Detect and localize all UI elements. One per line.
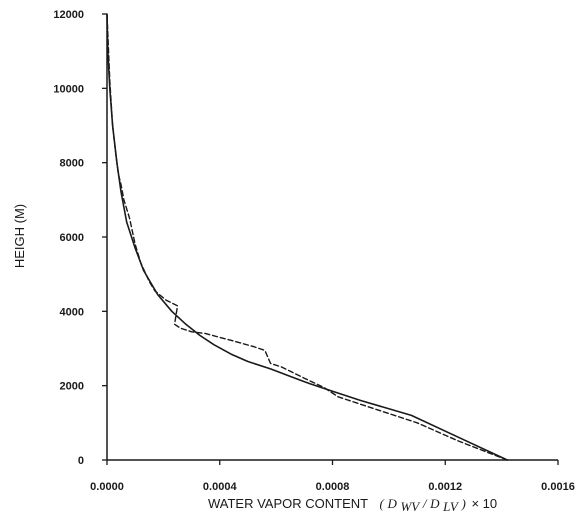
y-axis-ticks: 0 2000 4000 6000 8000 10000 12000 bbox=[53, 9, 107, 467]
y-tick-label: 6000 bbox=[60, 232, 84, 244]
x-axis-formula-factor: × 10 bbox=[471, 496, 497, 511]
x-axis-formula-num: D bbox=[386, 496, 397, 511]
x-tick-label: 0.0012 bbox=[428, 481, 462, 493]
y-tick-label: 10000 bbox=[53, 83, 84, 95]
x-tick-label: 0.0000 bbox=[90, 481, 124, 493]
series-line-dashed bbox=[106, 13, 508, 461]
y-axis-title: HEIGH (M) bbox=[12, 204, 27, 268]
x-tick-label: 0.0016 bbox=[541, 481, 575, 493]
x-axis-formula-close: ) bbox=[460, 496, 465, 511]
x-axis-title-text: WATER VAPOR CONTENT bbox=[208, 496, 368, 511]
y-tick-label: 0 bbox=[78, 455, 84, 467]
plot-area: 0.0000 0.0004 0.0008 0.0012 0.0016 0 2000 4000… bbox=[53, 9, 574, 493]
x-axis-ticks: 0.0000 0.0004 0.0008 0.0012 0.0016 bbox=[90, 460, 575, 493]
x-axis-formula-slash: / bbox=[422, 496, 428, 511]
series-line-solid bbox=[106, 13, 509, 461]
x-tick-label: 0.0004 bbox=[203, 481, 238, 493]
x-axis-formula-den: D bbox=[429, 496, 440, 511]
series-lines bbox=[106, 13, 509, 461]
x-axis-formula-open: ( bbox=[379, 496, 384, 511]
x-axis-title: WATER VAPOR CONTENT ( D WV / D LV ) × 10 bbox=[208, 496, 497, 514]
x-axis-formula-den-sub: LV bbox=[442, 499, 460, 514]
y-tick-label: 2000 bbox=[60, 381, 84, 393]
y-tick-label: 8000 bbox=[60, 158, 84, 170]
x-tick-label: 0.0008 bbox=[316, 481, 350, 493]
y-tick-label: 4000 bbox=[60, 306, 84, 318]
y-tick-label: 12000 bbox=[53, 9, 84, 21]
x-axis-formula-num-sub: WV bbox=[400, 499, 421, 514]
